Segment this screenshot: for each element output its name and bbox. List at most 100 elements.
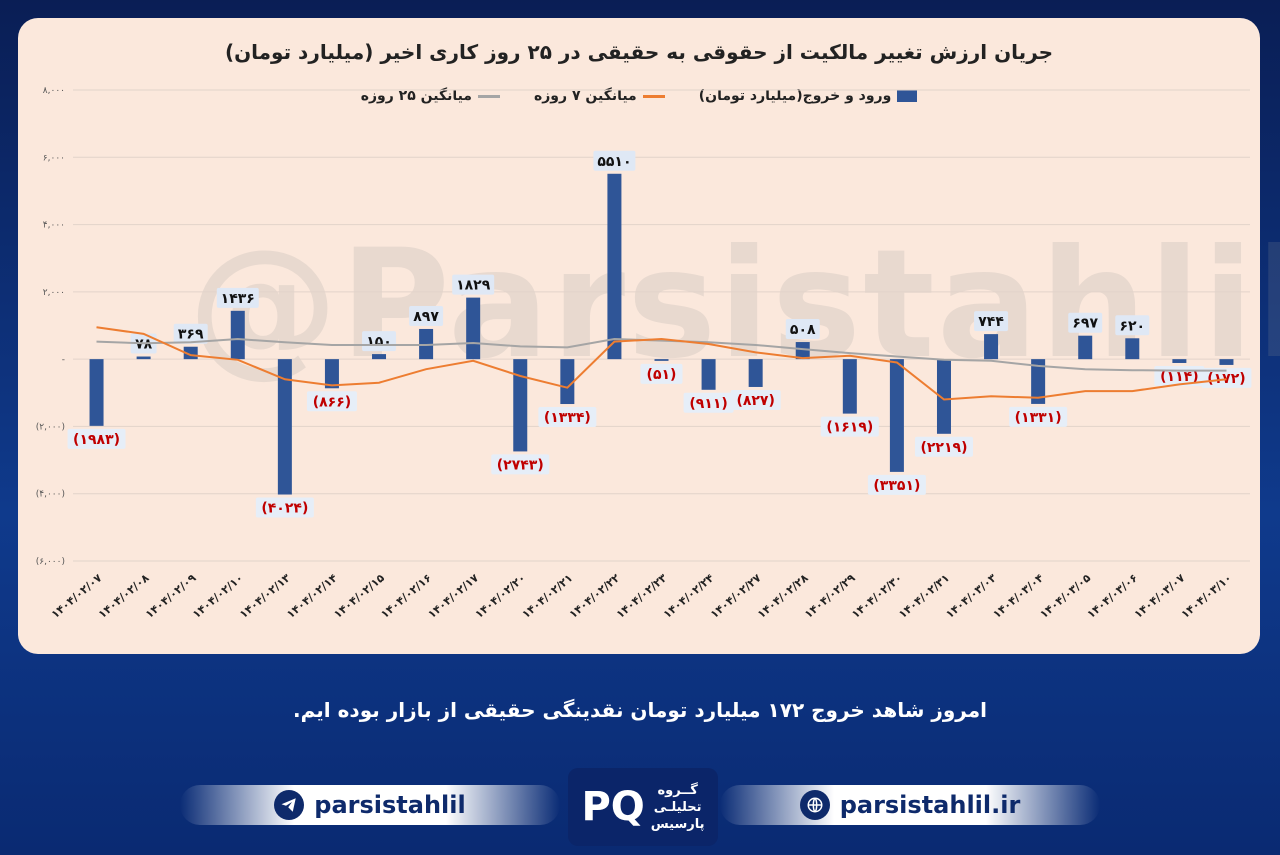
x-tick-label: ۱۴۰۴/۰۲/۲۴ — [661, 571, 717, 621]
data-label-box — [785, 319, 820, 340]
data-label: (۱۷۲) — [1207, 371, 1245, 387]
chart-title: جریان ارزش تغییر مالکیت از حقوقی به حقیق… — [224, 40, 1054, 64]
bar — [607, 173, 622, 360]
website-url: parsistahlil.ir — [839, 791, 1021, 819]
bar — [466, 297, 481, 360]
legend-item-ma25: میانگین ۲۵ روزه — [361, 88, 500, 104]
bar — [795, 342, 810, 360]
data-label: ۱۵۰ — [366, 334, 392, 350]
x-tick-label: ۱۴۰۴/۰۲/۱۷ — [425, 571, 481, 621]
data-label: ۷۸ — [135, 337, 153, 353]
data-label: (۲۲۱۹) — [920, 440, 967, 456]
x-tick-label: ۱۴۰۴/۰۲/۱۴ — [284, 571, 340, 621]
telegram-icon — [274, 790, 305, 820]
logo-line-2: تحلیلـی — [653, 799, 702, 815]
bar — [701, 359, 716, 390]
x-tick-label: ۱۴۰۴/۰۳/۱۰ — [1179, 571, 1235, 621]
legend-label-ma25: میانگین ۲۵ روزه — [360, 88, 472, 104]
logo-line-1: گــروه — [657, 782, 698, 798]
y-tick-label: ۴,۰۰۰ — [43, 221, 65, 231]
data-label: (۵۱) — [647, 367, 677, 383]
data-label: ۵۰۸ — [790, 322, 816, 338]
x-tick-label: ۱۴۰۴/۰۲/۳۰ — [849, 571, 905, 621]
x-tick-label: ۱۴۰۴/۰۳/۰۷ — [1132, 571, 1188, 621]
series-line-ma7 — [96, 326, 1227, 401]
footer: parsistahlil PQ گــروه تحلیلـی پارسیس pa… — [0, 760, 1280, 850]
y-tick-label: - — [62, 355, 65, 365]
bar — [89, 359, 104, 426]
legend-item-bar: ورود و خروج(میلیارد تومان) — [699, 88, 918, 104]
bar — [1031, 359, 1046, 404]
x-tick-label: ۱۴۰۴/۰۳/۰۵ — [1037, 571, 1093, 621]
chart-legend: ورود و خروج(میلیارد تومان) میانگین ۷ روز… — [18, 88, 1260, 104]
bar — [1125, 338, 1140, 360]
data-label-box — [1115, 315, 1150, 336]
data-label-box — [452, 274, 495, 295]
bar — [936, 359, 951, 434]
website-link[interactable]: parsistahlil.ir — [720, 785, 1100, 825]
bar — [654, 359, 669, 361]
x-tick-label: ۱۴۰۴/۰۲/۲۸ — [755, 571, 811, 621]
data-label-box — [914, 436, 973, 457]
x-tick-label: ۱۴۰۴/۰۲/۳۱ — [896, 571, 952, 621]
data-label: (۴۰۲۴) — [261, 501, 308, 517]
data-label-box — [593, 150, 636, 171]
legend-swatch-ma7 — [642, 94, 665, 98]
data-label-box — [67, 428, 126, 449]
data-label-box — [867, 474, 926, 495]
data-label-box — [173, 323, 208, 344]
data-label: (۸۲۷) — [736, 393, 774, 409]
data-label-box — [409, 305, 444, 326]
x-tick-label: ۱۴۰۴/۰۳/۰۳ — [943, 571, 999, 621]
bar — [1219, 359, 1234, 365]
x-tick-label: ۱۴۰۴/۰۲/۱۰ — [190, 571, 246, 621]
x-tick-label: ۱۴۰۴/۰۲/۲۳ — [614, 571, 670, 621]
legend-swatch-bar — [897, 90, 918, 102]
bar — [513, 359, 528, 452]
data-label-box — [255, 497, 314, 518]
watermark: @Parsistahlil — [188, 218, 1280, 392]
bar — [984, 334, 999, 360]
logo-line-3: پارسیس — [650, 816, 705, 832]
logo-mark: PQ — [581, 784, 645, 830]
data-label: (۸۶۶) — [313, 394, 351, 410]
data-label-box — [820, 416, 879, 437]
data-label: ۸۹۷ — [413, 309, 439, 325]
x-tick-label: ۱۴۰۴/۰۲/۲۰ — [473, 571, 529, 621]
brand-logo: PQ گــروه تحلیلـی پارسیس — [568, 768, 718, 846]
data-label: (۱۳۳۴) — [544, 410, 591, 426]
x-tick-label: ۱۴۰۴/۰۳/۰۶ — [1085, 571, 1141, 621]
data-label: ۱۸۲۹ — [456, 278, 491, 294]
y-tick-label: ۶,۰۰۰ — [43, 153, 65, 163]
y-tick-label: (۴,۰۰۰) — [36, 490, 65, 500]
x-tick-label: ۱۴۰۴/۰۲/۲۹ — [802, 571, 858, 621]
x-tick-label: ۱۴۰۴/۰۲/۱۵ — [331, 571, 387, 621]
logo-text: گــروه تحلیلـی پارسیس — [651, 782, 705, 833]
data-label-box — [216, 287, 259, 308]
data-label-box — [306, 391, 357, 412]
series-line-ma25 — [96, 337, 1227, 372]
data-label: (۱۹۸۳) — [73, 432, 120, 448]
data-label-box — [640, 363, 683, 384]
data-label-box — [683, 392, 734, 413]
data-label: (۳۳۵۱) — [873, 478, 920, 494]
telegram-link[interactable]: parsistahlil — [180, 785, 560, 825]
x-tick-label: ۱۴۰۴/۰۲/۰۷ — [49, 571, 105, 621]
legend-label-ma7: میانگین ۷ روزه — [533, 88, 637, 104]
x-tick-label: ۱۴۰۴/۰۲/۱۳ — [237, 571, 293, 621]
summary-note: امروز شاهد خروج ۱۷۲ میلیارد تومان نقدینگ… — [293, 698, 987, 722]
bar — [1078, 335, 1093, 360]
data-label-box — [538, 407, 597, 428]
chart-plot: ۸,۰۰۰ ۶,۰۰۰ ۴,۰۰۰ ۲,۰۰۰ - (۲,۰۰۰) (۴,۰۰۰) (۶,۰۰… — [36, 86, 1252, 621]
data-label: (۱۶۱۹) — [826, 420, 873, 436]
x-tick-label: ۱۴۰۴/۰۲/۰۸ — [96, 571, 152, 621]
chart-panel: @Parsistahlil جریان ارزش تغییر مالکیت از… — [18, 18, 1280, 654]
y-tick-label: ۲,۰۰۰ — [43, 288, 65, 298]
data-label: (۲۷۴۳) — [497, 457, 544, 473]
bar — [842, 359, 857, 414]
data-label: (۱۱۴) — [1160, 369, 1198, 385]
x-tick-label: ۱۴۰۴/۰۲/۰۹ — [143, 571, 199, 621]
x-tick-label: ۱۴۰۴/۰۲/۲۱ — [520, 571, 576, 621]
data-label-box — [974, 311, 1009, 332]
data-label-box — [491, 454, 550, 475]
